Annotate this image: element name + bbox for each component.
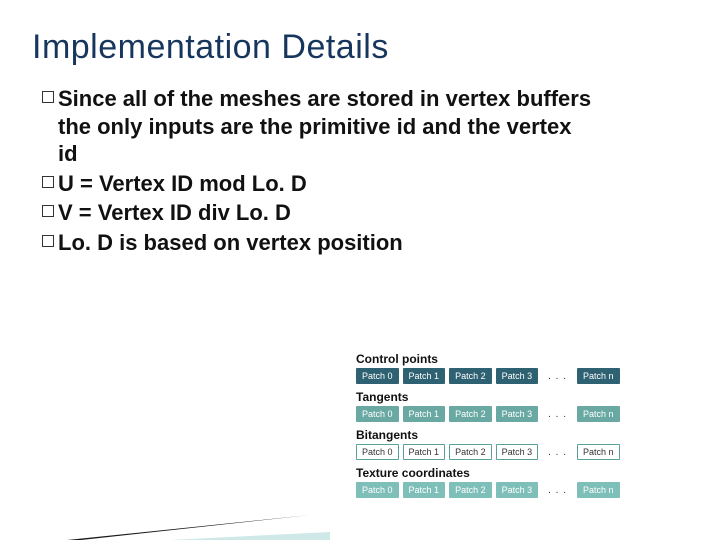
buffer-diagram: Control pointsPatch 0Patch 1Patch 2Patch… [356,352,696,504]
patch-cell: Patch 0 [356,368,399,384]
bullet-item: Lo. D is based on vertex position [42,229,592,257]
bullet-item: Since all of the meshes are stored in ve… [42,85,592,168]
buffer-row: Patch 0Patch 1Patch 2Patch 3. . . Patch n [356,368,696,384]
ellipsis: . . . [542,371,573,382]
patch-cell: Patch 2 [449,482,492,498]
ellipsis: . . . [542,409,573,420]
body-text: Since all of the meshes are stored in ve… [32,85,592,256]
patch-cell: Patch 3 [496,482,539,498]
patch-cell: Patch 2 [449,444,492,460]
patch-cell: Patch 0 [356,482,399,498]
buffer-group: Bitangents Patch 0Patch 1Patch 2Patch 3. … [356,428,696,460]
buffer-group-label: Texture coordinates [356,466,696,480]
patch-cell: Patch 2 [449,406,492,422]
bullet-item: U = Vertex ID mod Lo. D [42,170,592,198]
bullet-box-icon [42,91,54,103]
buffer-group: Texture coordinates Patch 0Patch 1Patch 2… [356,466,696,498]
bullet-text: Lo. D is based on vertex position [58,229,403,257]
bullet-text: V = Vertex ID div Lo. D [58,199,291,227]
buffer-row: Patch 0Patch 1Patch 2Patch 3. . . Patch n [356,406,696,422]
buffer-group-label: Tangents [356,390,696,404]
patch-cell: Patch 2 [449,368,492,384]
buffer-group-label: Control points [356,352,696,366]
bullet-box-icon [42,235,54,247]
patch-cell: Patch 1 [403,482,446,498]
patch-cell: Patch 0 [356,444,399,460]
patch-cell: Patch 1 [403,368,446,384]
buffer-row: Patch 0Patch 1Patch 2Patch 3. . . Patch n [356,444,696,460]
bullet-text: Since all of the meshes are stored in ve… [58,85,592,168]
bullet-box-icon [42,205,54,217]
wedge-light [0,532,330,540]
patch-cell: Patch 3 [496,406,539,422]
bullet-item: V = Vertex ID div Lo. D [42,199,592,227]
patch-cell: Patch 1 [403,444,446,460]
buffer-group: Tangents Patch 0Patch 1Patch 2Patch 3. . … [356,390,696,422]
slide: Implementation Details Since all of the … [0,0,720,540]
patch-cell: Patch n [577,482,620,498]
patch-cell: Patch 1 [403,406,446,422]
ellipsis: . . . [542,447,573,458]
slide-title: Implementation Details [32,28,688,67]
buffer-group-label: Bitangents [356,428,696,442]
ellipsis: . . . [542,485,573,496]
patch-cell: Patch 3 [496,444,539,460]
bullet-box-icon [42,176,54,188]
patch-cell: Patch n [577,406,620,422]
buffer-row: Patch 0Patch 1Patch 2Patch 3. . . Patch n [356,482,696,498]
decorative-wedge [0,460,330,540]
patch-cell: Patch n [577,368,620,384]
patch-cell: Patch n [577,444,620,460]
wedge-dark [0,515,310,540]
patch-cell: Patch 3 [496,368,539,384]
buffer-group: Control pointsPatch 0Patch 1Patch 2Patch… [356,352,696,384]
bullet-text: U = Vertex ID mod Lo. D [58,170,307,198]
patch-cell: Patch 0 [356,406,399,422]
